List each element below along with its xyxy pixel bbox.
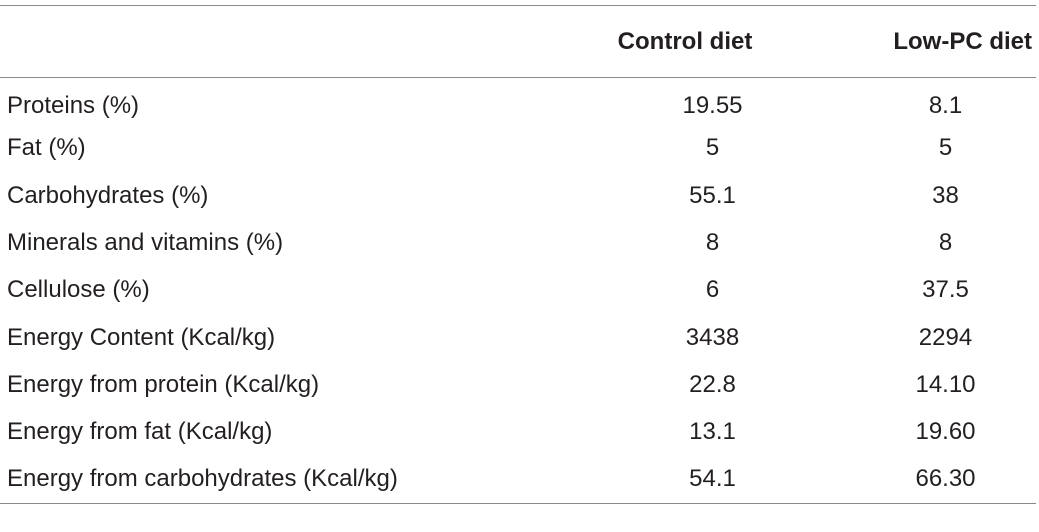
diet-composition-table: Control diet Low-PC diet Proteins (%) 19… [0, 5, 1036, 504]
table-row: Minerals and vitamins (%) 8 8 [0, 219, 1036, 266]
low-pc-value: 38 [932, 181, 959, 209]
control-value: 6 [705, 276, 720, 304]
row-label: Fat (%) [7, 134, 86, 162]
low-pc-value: 14.10 [915, 370, 976, 398]
header-label-column [0, 5, 560, 78]
header-control-diet: Control diet [560, 5, 810, 78]
control-value: 5 [705, 134, 720, 162]
row-label: Energy from carbohydrates (Kcal/kg) [0, 455, 560, 504]
low-pc-value: 8.1 [928, 92, 963, 120]
low-pc-value: 19.60 [915, 418, 976, 446]
control-value: 22.8 [689, 370, 736, 398]
table-header-row: Control diet Low-PC diet [0, 5, 1036, 78]
row-label: Proteins (%) [7, 92, 140, 120]
table-row: Cellulose (%) 6 37.5 [0, 267, 1036, 314]
low-pc-value: 2294 [918, 323, 973, 351]
table-row: Energy Content (Kcal/kg) 3438 2294 [0, 314, 1036, 361]
table-row: Energy from protein (Kcal/kg) 22.8 14.10 [0, 361, 1036, 408]
table-row: Proteins (%) 19.55 8.1 [0, 78, 1036, 125]
low-pc-value: 37.5 [922, 276, 969, 304]
row-label: Minerals and vitamins (%) [7, 229, 284, 257]
low-pc-value: 5 [938, 134, 953, 162]
control-value: 19.55 [682, 92, 743, 120]
control-value: 3438 [685, 323, 740, 351]
control-value: 8 [705, 229, 720, 257]
row-label: Energy from fat (Kcal/kg) [7, 418, 273, 446]
control-value: 54.1 [560, 455, 810, 504]
header-low-pc-diet: Low-PC diet [810, 5, 1036, 78]
control-value: 13.1 [689, 418, 736, 446]
table-row: Fat (%) 5 5 [0, 125, 1036, 172]
low-pc-value: 8 [938, 229, 953, 257]
row-label: Cellulose (%) [7, 276, 150, 304]
row-label: Carbohydrates (%) [7, 181, 209, 209]
table-row: Energy from carbohydrates (Kcal/kg) 54.1… [0, 455, 1036, 504]
control-value: 55.1 [689, 181, 736, 209]
table-row: Carbohydrates (%) 55.1 38 [0, 172, 1036, 219]
table-row: Energy from fat (Kcal/kg) 13.1 19.60 [0, 409, 1036, 456]
row-label: Energy Content (Kcal/kg) [7, 323, 276, 351]
low-pc-value: 66.30 [810, 455, 1036, 504]
row-label: Energy from protein (Kcal/kg) [7, 370, 320, 398]
